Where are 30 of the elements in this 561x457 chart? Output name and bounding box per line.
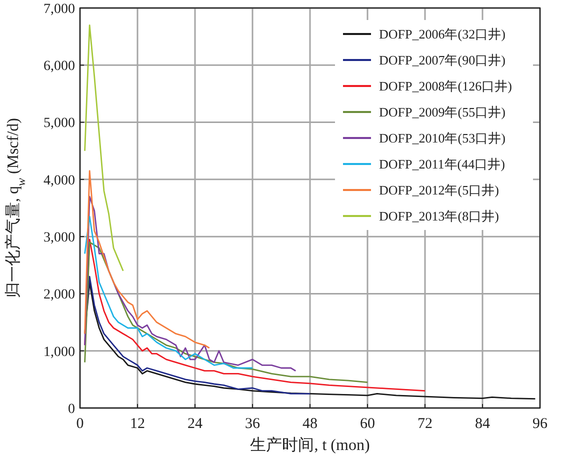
y-tick-label: 3,000 [44, 230, 75, 246]
y-tick-label: 2,000 [44, 288, 75, 303]
legend-label: DOFP_2013年(8口井) [379, 208, 499, 224]
x-tick-label: 96 [532, 416, 548, 432]
y-tick-label: 1,000 [44, 344, 75, 360]
legend-label: DOFP_2011年(44口井) [379, 156, 505, 172]
x-tick-label: 24 [188, 416, 203, 432]
legend-label: DOFP_2007年(90口井) [379, 52, 506, 68]
line-series [84, 242, 368, 383]
line-series [84, 196, 296, 372]
y-tick-label: 7,000 [44, 2, 75, 17]
x-tick-label: 36 [245, 416, 260, 432]
x-tick-label: 84 [475, 416, 490, 432]
line-series [84, 216, 254, 369]
x-tick-label: 12 [130, 416, 145, 432]
y-tick-label: 6,000 [44, 59, 75, 74]
legend-label: DOFP_2012年(5口井) [379, 182, 499, 198]
y-tick-label: 4,000 [44, 173, 75, 188]
legend-label: DOFP_2008年(126口井) [379, 78, 512, 94]
x-axis-title: 生产时间, t (mon) [250, 436, 370, 454]
legend-label: DOFP_2010年(53口井) [379, 130, 506, 146]
legend-label: DOFP_2009年(55口井) [379, 104, 506, 120]
line-series [84, 24, 124, 272]
x-tick-label: 72 [418, 416, 432, 432]
x-tick-label: 48 [302, 416, 318, 432]
x-tick-label: 60 [360, 416, 375, 432]
legend-label: DOFP_2006年(32口井) [379, 26, 506, 42]
y-tick-label: 0 [68, 402, 75, 417]
y-tick-label: 5,000 [44, 116, 75, 132]
line-series [84, 170, 210, 349]
